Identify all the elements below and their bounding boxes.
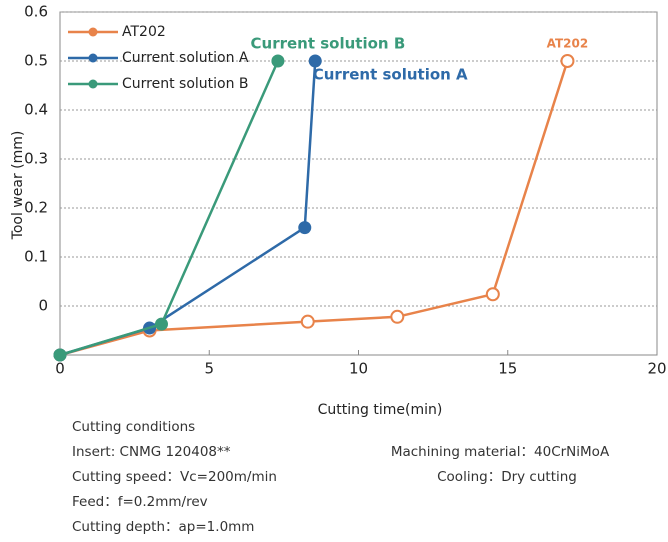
legend-label: Current solution B — [122, 76, 249, 92]
data-point — [300, 314, 315, 329]
annotation: Current solution B — [251, 35, 406, 53]
series-line — [59, 60, 569, 357]
y-tick-label: 0.1 — [24, 248, 48, 266]
condition-text: Feed：f=0.2mm/rev — [72, 494, 208, 510]
x-axis-title: Cutting time(min) — [318, 402, 443, 418]
x-tick-label: 15 — [498, 360, 517, 378]
data-point — [271, 54, 285, 68]
data-point — [154, 317, 168, 331]
y-tick-label: 0.6 — [24, 3, 48, 21]
legend-label: AT202 — [122, 24, 166, 40]
y-tick-label: 0.4 — [24, 101, 48, 119]
y-tick-label: 0.2 — [24, 199, 48, 217]
data-point — [485, 287, 500, 302]
condition-text: Insert: CNMG 120408** — [72, 444, 231, 460]
y-tick-label: 0 — [38, 297, 48, 315]
condition-text: Machining material：40CrNiMoA — [391, 444, 610, 460]
condition-text: Cutting depth：ap=1.0mm — [72, 519, 254, 535]
x-tick-label: 0 — [55, 360, 65, 378]
condition-text: Cutting conditions — [72, 419, 195, 435]
legend-label: Current solution A — [122, 50, 249, 66]
data-point — [308, 54, 322, 68]
y-axis-title: Tool wear (mm) — [10, 131, 26, 241]
annotation: Current solution A — [313, 66, 468, 84]
y-tick-label: 0.3 — [24, 150, 48, 168]
legend-marker — [88, 53, 98, 63]
x-tick-label: 5 — [204, 360, 214, 378]
y-tick-label: 0.5 — [24, 52, 48, 70]
condition-text: Cutting speed：Vc=200m/min — [72, 469, 277, 485]
data-point — [298, 221, 312, 235]
data-point — [560, 54, 575, 68]
condition-text: Cooling：Dry cutting — [437, 469, 577, 485]
data-point — [390, 309, 405, 324]
data-point — [53, 348, 67, 362]
annotation: AT202 — [547, 37, 589, 51]
x-tick-label: 20 — [647, 360, 666, 378]
legend-marker — [88, 27, 98, 37]
legend-marker — [88, 79, 98, 89]
x-tick-label: 10 — [349, 360, 368, 378]
